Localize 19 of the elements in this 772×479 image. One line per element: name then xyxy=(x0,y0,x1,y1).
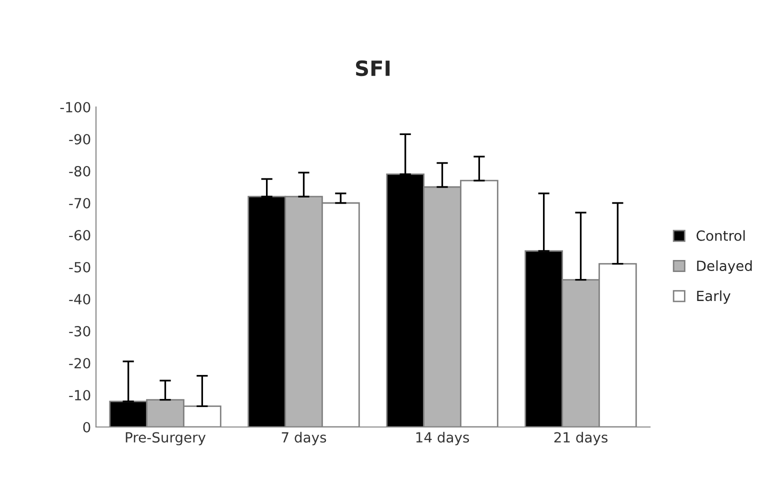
y-tick-label: -20 xyxy=(69,358,90,368)
x-tick-label: 21 days xyxy=(554,432,608,446)
y-tick-label: -10 xyxy=(69,390,90,400)
y-tick-label: -50 xyxy=(69,262,90,272)
x-tick-label: 7 days xyxy=(282,432,326,446)
y-tick-label: -60 xyxy=(69,230,90,240)
x-tick-label: Pre-Surgery xyxy=(126,432,206,446)
y-tick-label: -40 xyxy=(69,294,90,304)
y-tick-label: 0 xyxy=(83,422,90,432)
legend-label: Delayed xyxy=(697,260,752,274)
y-tick-label: -70 xyxy=(69,198,90,208)
legend-label: Control xyxy=(696,230,745,241)
y-tick-label: -90 xyxy=(69,134,90,144)
legend-label: Early xyxy=(697,290,730,304)
y-tick-label: -30 xyxy=(69,326,90,336)
x-tick-label: 14 days xyxy=(416,432,470,446)
y-tick-label: -100 xyxy=(60,102,90,112)
y-tick-label: -80 xyxy=(69,166,90,176)
chart-title: SFI xyxy=(356,60,390,76)
